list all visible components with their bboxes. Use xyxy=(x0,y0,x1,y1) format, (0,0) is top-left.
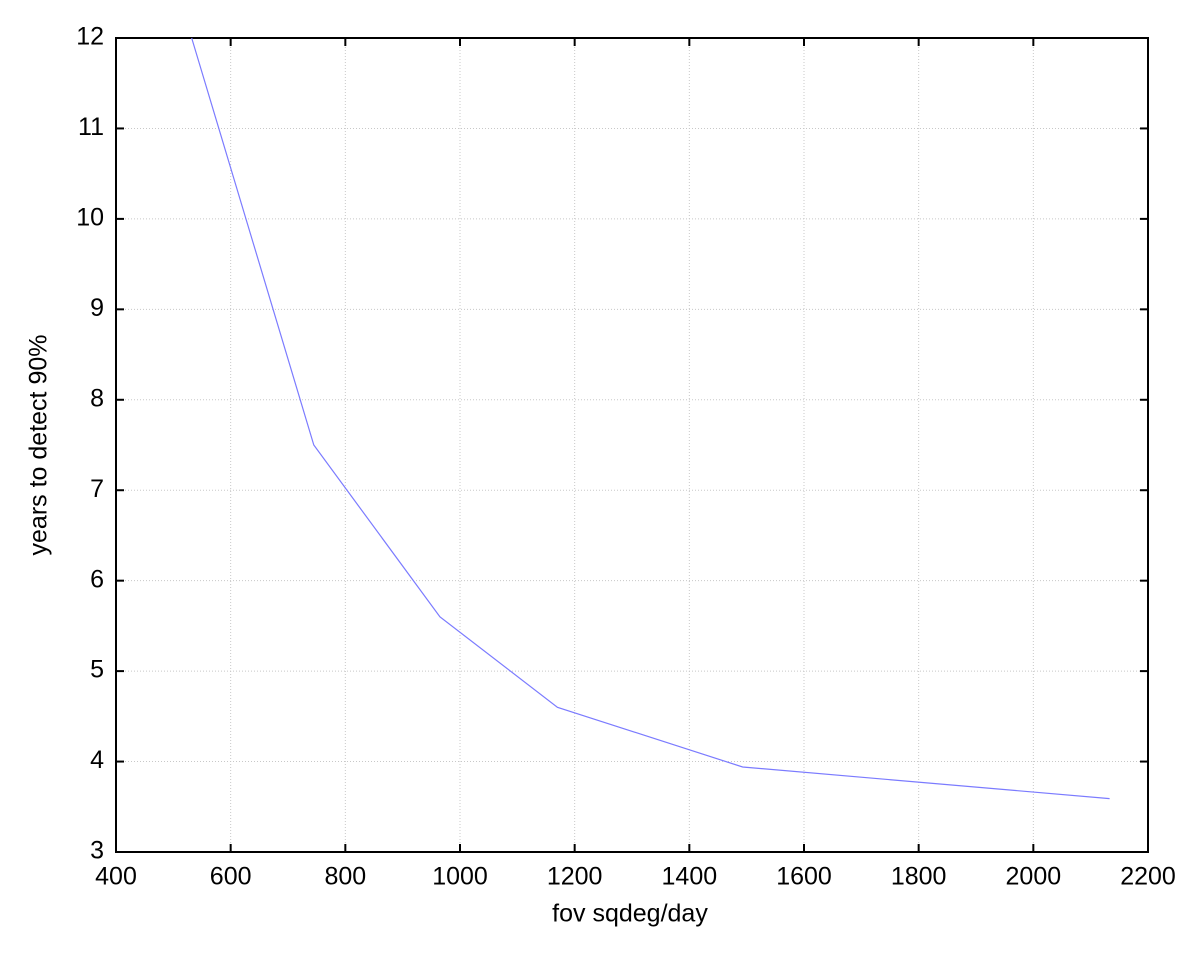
data-line xyxy=(191,37,1110,800)
x-tick-label: 1200 xyxy=(547,863,603,891)
y-tick-label: 5 xyxy=(90,656,104,684)
x-tick-label: 2200 xyxy=(1120,863,1176,891)
y-tick-label: 10 xyxy=(76,203,104,231)
x-tick-label: 1000 xyxy=(432,863,488,891)
y-tick-label: 9 xyxy=(90,294,104,322)
y-tick-label: 11 xyxy=(78,113,104,141)
plot-frame xyxy=(115,37,1149,853)
x-tick-label: 1600 xyxy=(776,863,832,891)
x-axis-label: fov sqdeg/day xyxy=(552,900,708,928)
y-tick-label: 8 xyxy=(90,384,104,412)
x-tick-label: 2000 xyxy=(1006,863,1062,891)
y-tick-label: 12 xyxy=(76,23,104,51)
x-tick-label: 1800 xyxy=(891,863,947,891)
y-tick-label: 3 xyxy=(90,837,104,865)
y-axis-label: years to detect 90% xyxy=(25,335,53,556)
x-tick-label: 1400 xyxy=(662,863,718,891)
x-tick-label: 800 xyxy=(324,863,366,891)
x-tick-label: 400 xyxy=(95,863,137,891)
y-tick-label: 4 xyxy=(90,746,104,774)
y-tick-label: 6 xyxy=(90,565,104,593)
x-tick-label: 600 xyxy=(210,863,252,891)
y-tick-label: 7 xyxy=(90,475,104,503)
